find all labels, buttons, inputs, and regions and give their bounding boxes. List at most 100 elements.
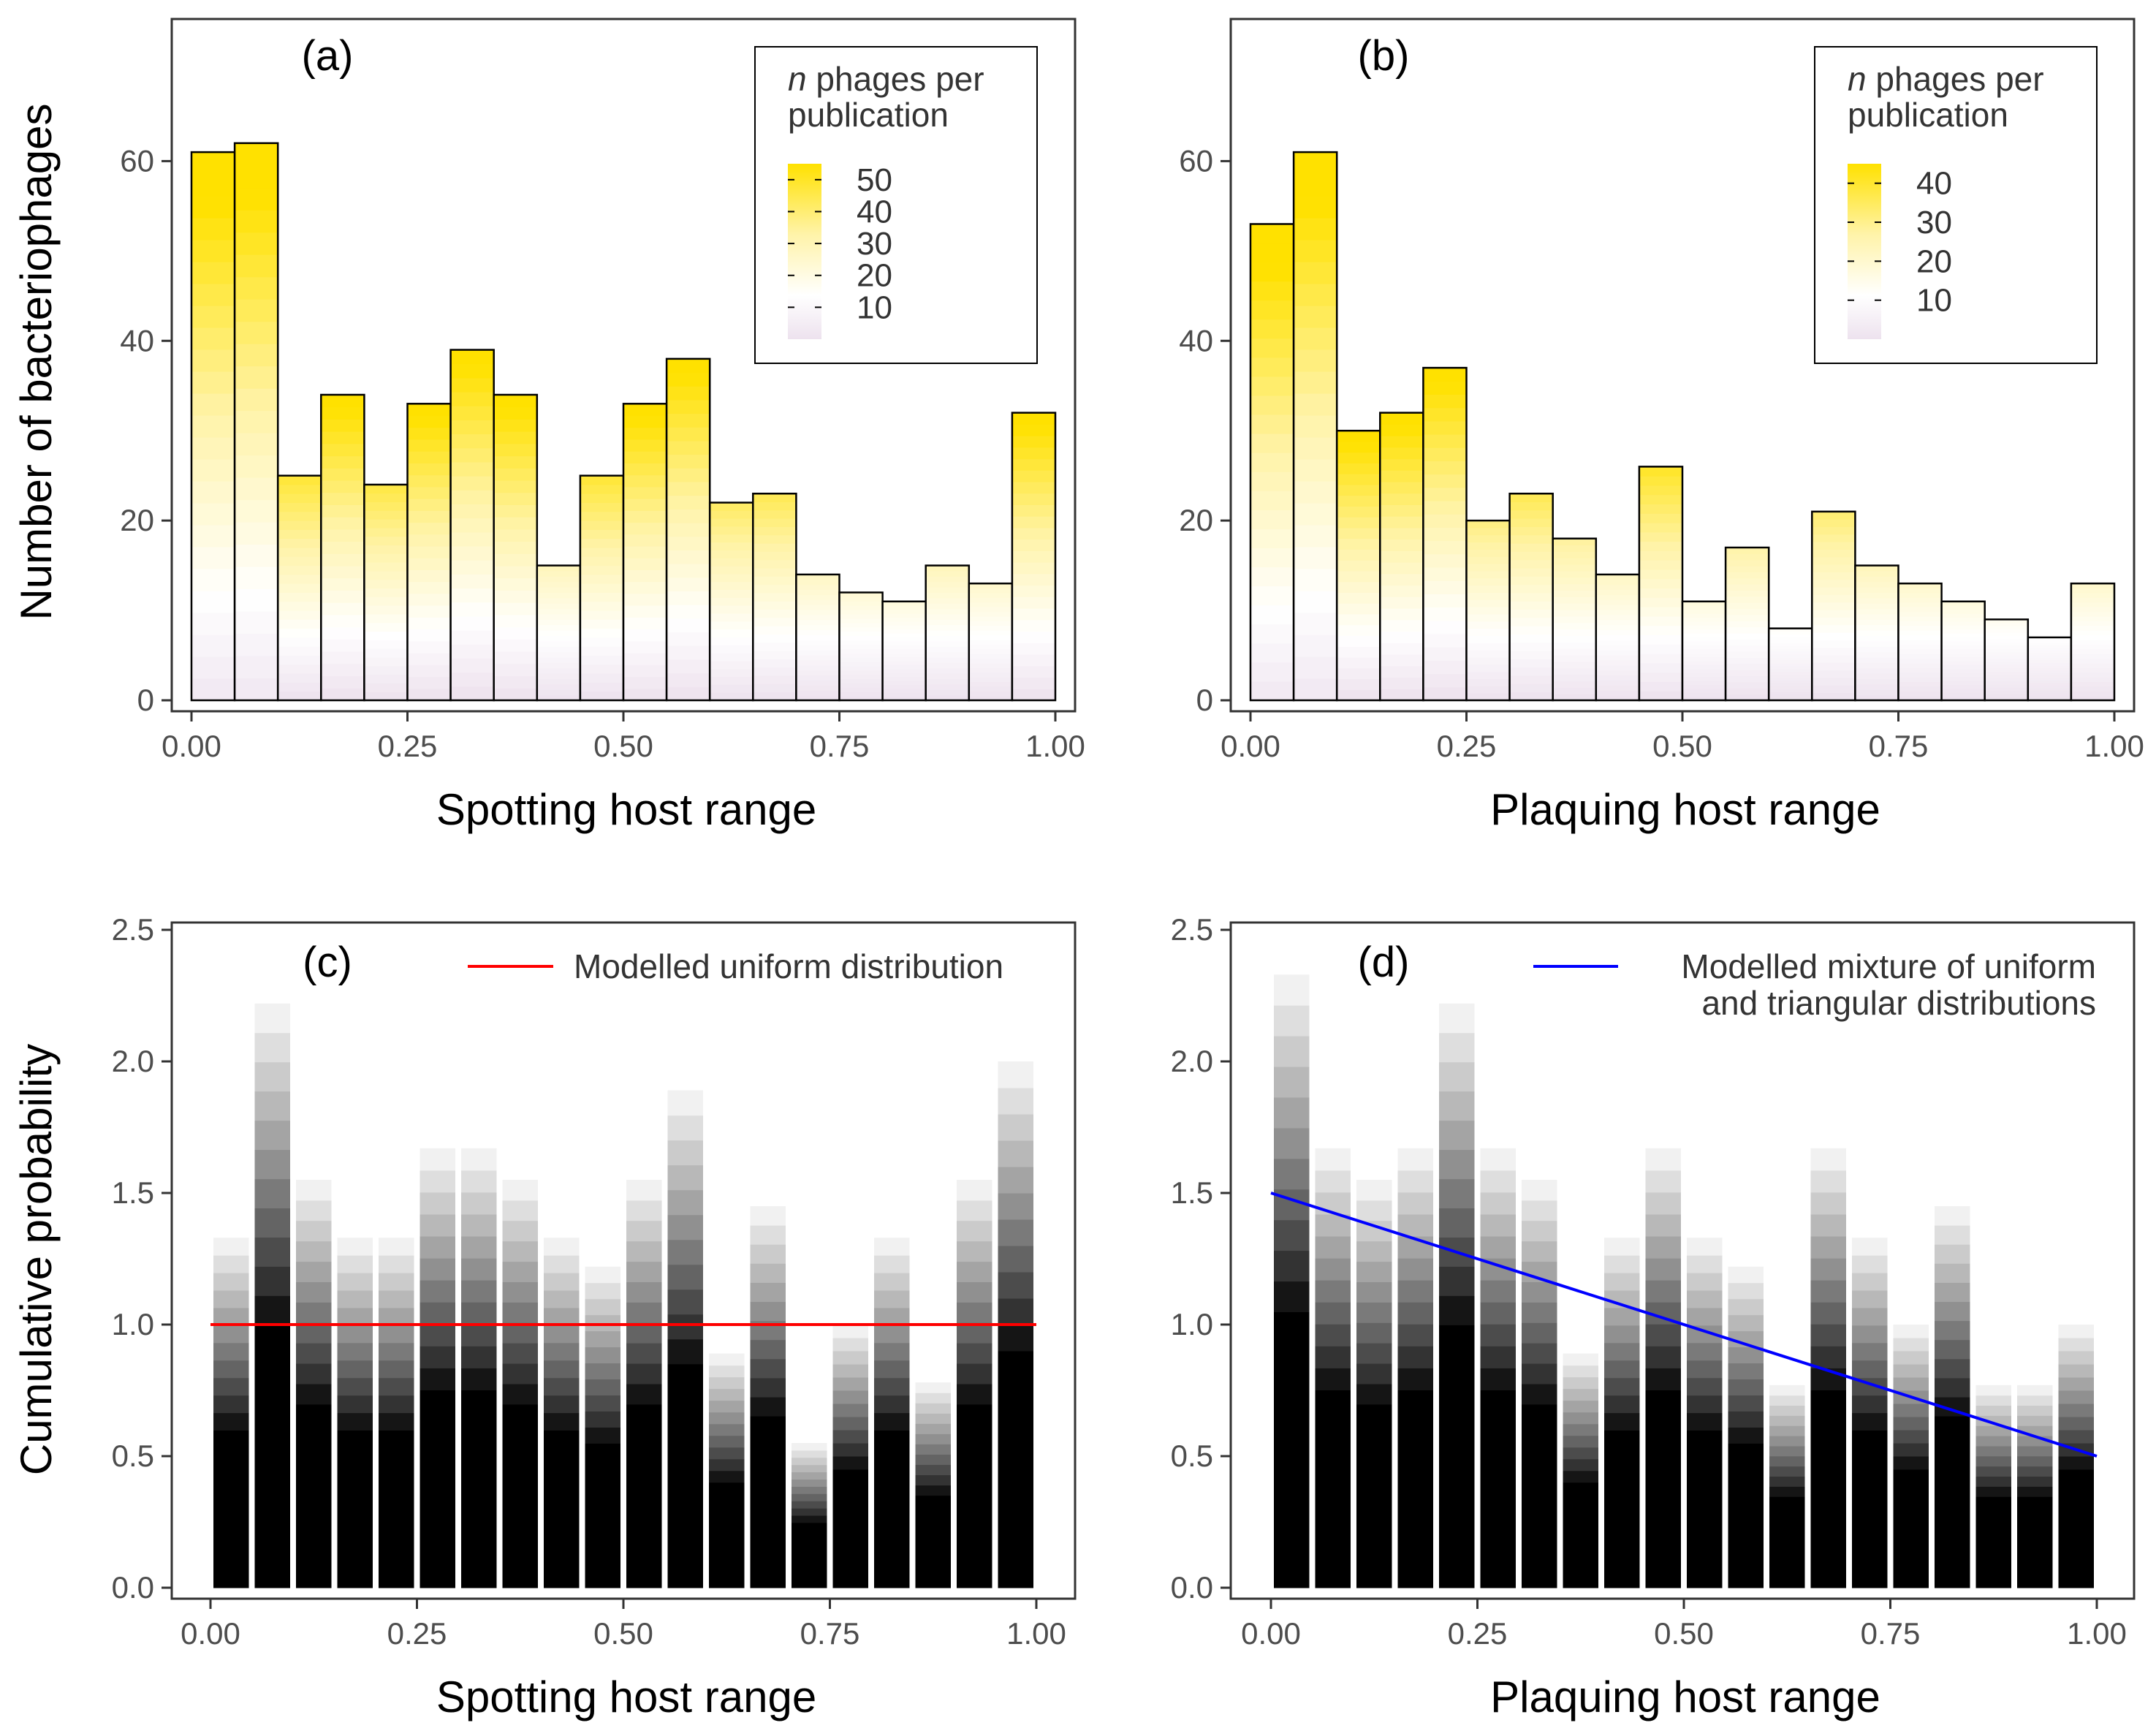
panel-b-bar-segment [1769,689,1813,692]
panel-a-bar-segment [925,662,969,669]
panel-c-bar-segment [832,1351,868,1365]
panel-a-bar-segment [710,581,754,591]
panel-a-bar-segment [364,527,408,537]
panel-b-bar-segment [1941,684,1985,689]
panel-b-bar-segment [1984,683,2028,688]
panel-c-bar-segment [957,1485,992,1507]
panel-b-bar-segment [2027,650,2071,654]
panel-a-bar-segment [493,529,537,542]
panel-a-bar-segment [235,588,278,612]
panel-b-x-tick-label: 0.25 [1437,729,1497,763]
panel-c-bar-segment [998,1140,1033,1167]
panel-d-bar-segment [1356,1180,1392,1201]
panel-c-bar-segment [709,1400,745,1413]
panel-c-legend-label: Modelled uniform distribution [574,947,1003,985]
panel-d-bar [1274,974,1310,1588]
panel-b-bar-segment [1726,675,1769,683]
panel-d-bar-segment [1522,1465,1557,1486]
panel-d-bar-segment [2017,1466,2053,1477]
panel-b-bar-segment [1639,607,1682,617]
panel-a-bar-segment [753,642,797,651]
panel-a-bar-segment [191,481,235,504]
panel-d-bar-segment [1728,1363,1764,1380]
panel-a-bar-segment [925,635,969,642]
panel-c-bar-segment [750,1244,786,1264]
panel-b-bar-segment [2070,621,2114,626]
panel-d-bar-segment [1810,1477,1846,1501]
panel-b-bar-segment [1380,573,1424,586]
panel-a-bar-segment [1011,436,1055,448]
panel-d-bar-segment [1687,1535,1723,1553]
panel-a-bar-segment [191,656,235,679]
panel-a-bar-segment [364,553,408,563]
panel-d-bar-segment [1728,1346,1764,1364]
panel-d-bar-segment [1522,1567,1557,1588]
panel-a-bar-segment [407,688,451,701]
panel-a-bar-segment [925,651,969,658]
panel-b-bar-segment [1941,601,1985,606]
panel-b-bar-segment [1941,696,1985,701]
panel-b-bar-segment [1250,300,1294,320]
panel-a-bar-segment [536,608,580,615]
panel-d-bar-segment [1728,1523,1764,1540]
panel-a-bar-segment [796,685,840,691]
panel-a-bar-segment [278,484,322,494]
panel-d-bar-segment [1315,1455,1351,1479]
panel-c-bar-segment [379,1238,414,1256]
panel-d-bar-segment [1645,1170,1681,1193]
panel-b-bar-segment [2027,637,2071,640]
panel-a-bar-segment [450,420,494,435]
panel-d-y-tick-label: 2.5 [1171,912,1213,947]
panel-d-bar-segment [1604,1360,1640,1379]
panel-b-bar-segment [1466,607,1510,615]
panel-a-bar-segment [667,386,710,401]
panel-b-bar-segment [1726,590,1769,597]
panel-c-bar-segment [832,1404,868,1417]
panel-c-bar-segment [915,1526,951,1537]
panel-c-bar-segment [254,1120,290,1151]
panel-b-bar-segment [1726,694,1769,701]
panel-d-bar-segment [1480,1236,1516,1259]
panel-d-y-tick-label: 2.0 [1171,1044,1213,1078]
panel-a-bar-segment [235,276,278,300]
panel-a-bar-segment [536,683,580,690]
panel-c-bar-segment [626,1343,662,1364]
panel-a-bar-segment [191,393,235,416]
panel-b-bar-segment [1552,545,1596,552]
panel-a-bar-segment [882,629,926,634]
panel-d-bar [1975,1385,2011,1588]
panel-b-bar-segment [1250,414,1294,434]
panel-a-bar-segment [191,327,235,350]
panel-b-bar-segment [1812,549,1856,558]
panel-a-bar-segment [364,622,408,632]
panel-b-bar-segment [1682,660,1726,665]
panel-c-bar-segment [709,1517,745,1530]
panel-b-bar-segment [1855,597,1899,604]
panel-d-bar-segment [1397,1368,1433,1390]
panel-b-bar [1984,618,2030,702]
panel-b-bar-segment [1812,662,1856,671]
panel-a-bar-segment [667,440,710,455]
panel-c-bar-segment [626,1404,662,1425]
panel-a-bar-segment [623,522,667,535]
panel-a-bar-segment [839,596,883,602]
panel-c-y-tick-label: 1.0 [112,1307,154,1341]
panel-c-x-axis: 0.00 0.25 0.50 0.75 1.00 [181,1599,1066,1651]
panel-a-bar-segment [580,548,623,557]
panel-b-bar-segment [1898,625,1942,631]
panel-a-bar-segment [1011,631,1055,643]
panel-a-x-axis-title: Spotting host range [436,785,816,834]
panel-b-bar-segment [1898,667,1942,673]
panel-b-bar-segment [1552,681,1596,688]
panel-c-bar-segment [379,1447,414,1466]
panel-a-bar-segment [364,519,408,529]
panel-a-bar-segment [580,484,623,494]
panel-b-bar-segment [1337,581,1381,593]
panel-d-bar-segment [2017,1415,2053,1426]
panel-a-bar-segment [536,694,580,701]
panel-c-bar-segment [667,1338,703,1365]
panel-a-bar-segment [968,681,1012,687]
panel-d-bar-segment [1893,1509,1929,1523]
panel-a-bar-segment [191,525,235,548]
